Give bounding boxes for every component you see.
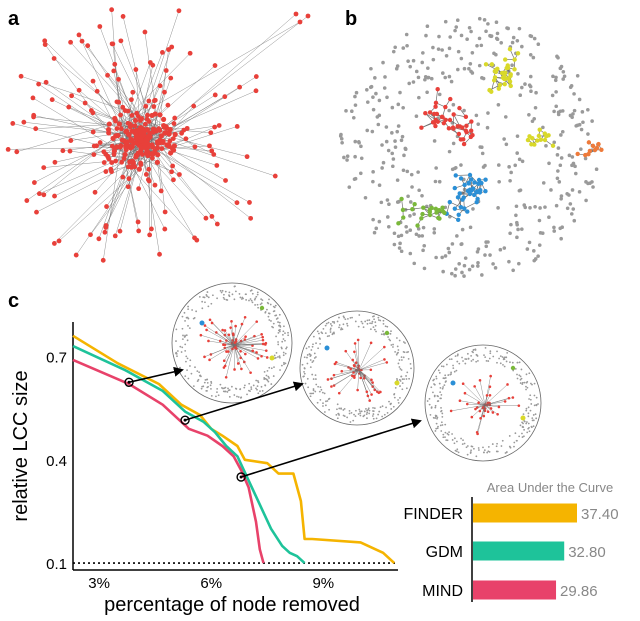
- auc-bar-gdm: [473, 541, 565, 561]
- series-line-finder: [72, 334, 396, 565]
- auc-bar-finder: [473, 503, 577, 523]
- auc-bar-chart: Area Under the Curve FINDER 37.40 GDM 32.80…: [403, 480, 619, 602]
- arrow-origin-marker: [236, 472, 246, 482]
- panel-label-b: b: [345, 8, 358, 30]
- series-lines: [72, 334, 396, 565]
- network-b-graphic: [338, 16, 604, 278]
- y-tick-label: 0.1: [46, 556, 67, 573]
- inset-arrow: [240, 418, 422, 478]
- inset-network-3: [424, 344, 542, 462]
- x-tick-label: 6%: [200, 575, 222, 592]
- auc-category-label: FINDER: [403, 506, 463, 523]
- auc-bars: FINDER 37.40 GDM 32.80 MIND 29.86: [403, 503, 619, 600]
- arrow-origin-marker: [180, 415, 190, 425]
- auc-value-label: 37.40: [581, 506, 619, 523]
- auc-value-label: 29.86: [560, 583, 598, 600]
- x-tick-labels: 3% 6% 9%: [88, 575, 334, 592]
- inset-arrow: [128, 366, 184, 384]
- x-tick-label: 9%: [312, 575, 334, 592]
- auc-bar-mind: [473, 580, 557, 600]
- y-axis-label: relative LCC size: [10, 370, 32, 521]
- series-line-gdm: [72, 344, 306, 565]
- inset-arrows: [124, 366, 422, 482]
- y-tick-label: 0.4: [46, 453, 67, 470]
- network-a-graphic: [5, 7, 311, 263]
- y-tick-labels: 0.1 0.4 0.7: [46, 349, 67, 573]
- panel-label-a: a: [8, 8, 20, 30]
- inset-network-2: [299, 310, 415, 426]
- inset-networks: [171, 282, 542, 462]
- x-tick-label: 3%: [88, 575, 110, 592]
- lcc-line-chart: 0.1 0.4 0.7 3% 6% 9% percentage of node remo…: [10, 322, 422, 616]
- inset-network-1: [171, 282, 293, 404]
- inset-arrow: [184, 381, 304, 421]
- series-line-mind: [72, 358, 265, 564]
- arrow-origin-marker: [124, 377, 134, 387]
- auc-value-label: 32.80: [568, 544, 606, 561]
- auc-category-label: MIND: [422, 583, 463, 600]
- auc-category-label: GDM: [426, 544, 463, 561]
- x-axis-label: percentage of node removed: [104, 594, 360, 616]
- panel-label-c: c: [8, 290, 20, 312]
- y-tick-label: 0.7: [46, 349, 67, 366]
- auc-title: Area Under the Curve: [487, 480, 613, 495]
